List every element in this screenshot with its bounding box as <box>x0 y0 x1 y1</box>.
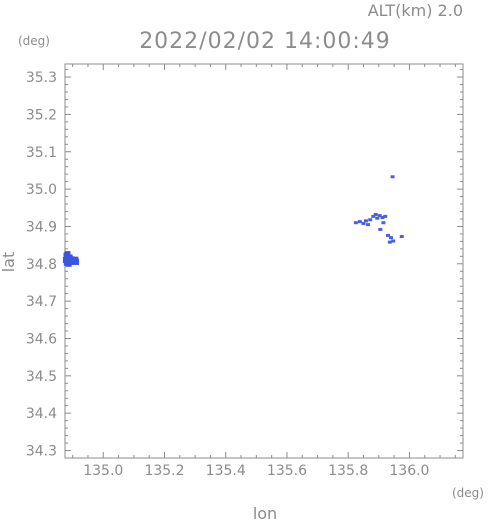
data-point <box>391 239 396 243</box>
data-point <box>377 214 382 218</box>
x-axis-unit: (deg) <box>452 486 484 500</box>
y-tick-label: 35.0 <box>26 182 57 198</box>
data-point <box>375 216 380 220</box>
y-axis-label: lat <box>0 252 18 273</box>
data-point <box>373 213 378 217</box>
plot-frame <box>64 63 464 459</box>
data-point <box>357 220 362 224</box>
data-point <box>65 260 72 267</box>
data-point <box>368 218 373 222</box>
y-tick-label: 34.7 <box>26 294 57 310</box>
data-point <box>383 214 388 218</box>
data-point <box>385 233 390 237</box>
y-tick-label: 34.4 <box>26 406 57 422</box>
y-tick-label: 34.9 <box>26 219 57 235</box>
data-point <box>399 235 404 239</box>
points-layer <box>62 175 404 267</box>
x-tick-label: 136.0 <box>389 463 429 479</box>
x-tick-label: 135.8 <box>328 463 368 479</box>
y-tick-label: 35.3 <box>26 70 57 86</box>
data-point <box>389 236 394 240</box>
x-axis-label: lon <box>253 504 277 521</box>
altitude-label: ALT(km) 2.0 <box>368 1 463 20</box>
chart-title: 2022/02/02 14:00:49 <box>139 29 391 54</box>
x-tick-label: 135.4 <box>206 463 246 479</box>
data-point <box>381 221 386 225</box>
data-point <box>353 221 358 225</box>
data-point <box>64 251 71 258</box>
data-point <box>366 223 371 227</box>
data-point <box>73 258 80 265</box>
ticks-layer: 34.3 34.4 34.5 34.6 34.7 34.8 34.9 35.0 35.1 35.2… <box>26 64 463 479</box>
y-tick-label: 34.3 <box>26 444 57 460</box>
data-point <box>371 214 376 218</box>
data-point <box>361 221 366 225</box>
data-point <box>363 219 368 223</box>
data-point <box>378 227 383 231</box>
y-tick-label: 34.5 <box>26 369 57 385</box>
y-axis-unit: (deg) <box>18 34 50 48</box>
y-tick-label: 35.2 <box>26 107 57 123</box>
data-point <box>380 215 385 219</box>
y-tick-label: 34.8 <box>26 257 57 273</box>
x-tick-label: 135.2 <box>144 463 184 479</box>
data-point <box>387 240 392 244</box>
y-tick-label: 34.6 <box>26 331 57 347</box>
data-point <box>390 175 395 179</box>
x-tick-label: 135.6 <box>267 463 307 479</box>
y-tick-label: 35.1 <box>26 145 57 161</box>
x-tick-label: 135.0 <box>83 463 123 479</box>
